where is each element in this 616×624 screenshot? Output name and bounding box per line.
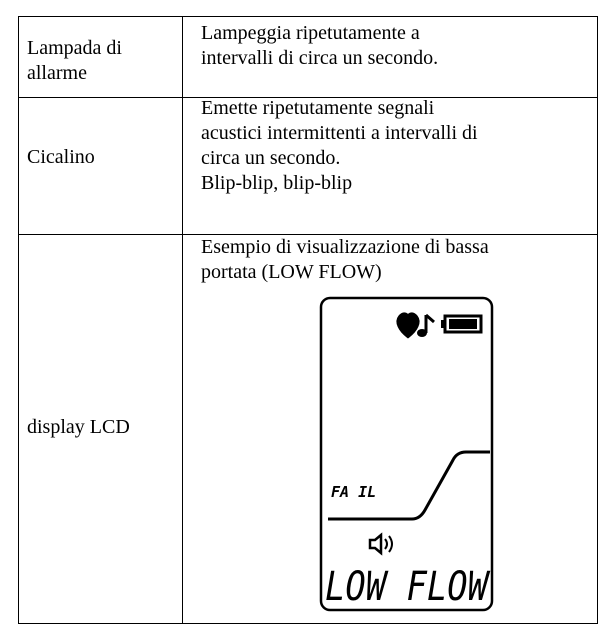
lcd-message: LOW FLOW — [325, 564, 490, 610]
description: Lampeggia ripetutamente a intervalli di c… — [201, 21, 438, 71]
text-line: Blip-blip, blip-blip — [201, 172, 353, 194]
text-line: Cicalino — [27, 146, 95, 168]
description: Esempio di visualizzazione di bassa porta… — [201, 235, 489, 285]
text-line: display LCD — [27, 416, 130, 438]
lcd-status: FA IL — [331, 483, 376, 501]
label: Lampada di allarme — [27, 36, 122, 86]
note-icon — [424, 313, 435, 333]
speaker-icon — [384, 535, 393, 553]
text-line: allarme — [27, 62, 87, 84]
battery-icon — [441, 320, 445, 328]
battery-icon — [449, 319, 477, 329]
text-line: acustici intermittenti a intervalli di — [201, 122, 478, 144]
text-line: Lampada di — [27, 37, 122, 59]
speaker-icon — [368, 532, 383, 556]
description: Emette ripetutamente segnali acustici int… — [201, 96, 478, 196]
text-line: intervalli di circa un secondo. — [201, 47, 439, 69]
text-line: Esempio di visualizzazione di bassa — [201, 236, 489, 258]
label: display LCD — [27, 415, 130, 440]
text-line: circa un secondo. — [201, 147, 341, 169]
heart-icon — [396, 312, 420, 339]
lcd-frame — [319, 296, 494, 612]
text-line: Lampeggia ripetutamente a — [201, 22, 420, 44]
text-line: portata (LOW FLOW) — [201, 261, 382, 283]
note-icon — [417, 329, 427, 337]
label: Cicalino — [27, 145, 95, 170]
text-line: Emette ripetutamente segnali — [201, 97, 435, 119]
waveform — [328, 450, 490, 521]
